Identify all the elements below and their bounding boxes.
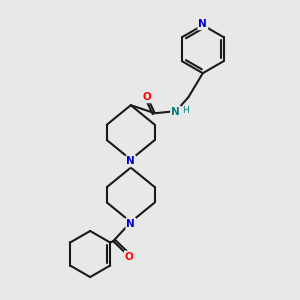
Text: O: O: [125, 252, 134, 262]
Text: N: N: [126, 156, 135, 166]
Text: N: N: [171, 106, 180, 117]
Text: H: H: [182, 106, 189, 116]
Text: O: O: [142, 92, 151, 102]
Text: N: N: [126, 219, 135, 229]
Text: N: N: [198, 19, 207, 29]
